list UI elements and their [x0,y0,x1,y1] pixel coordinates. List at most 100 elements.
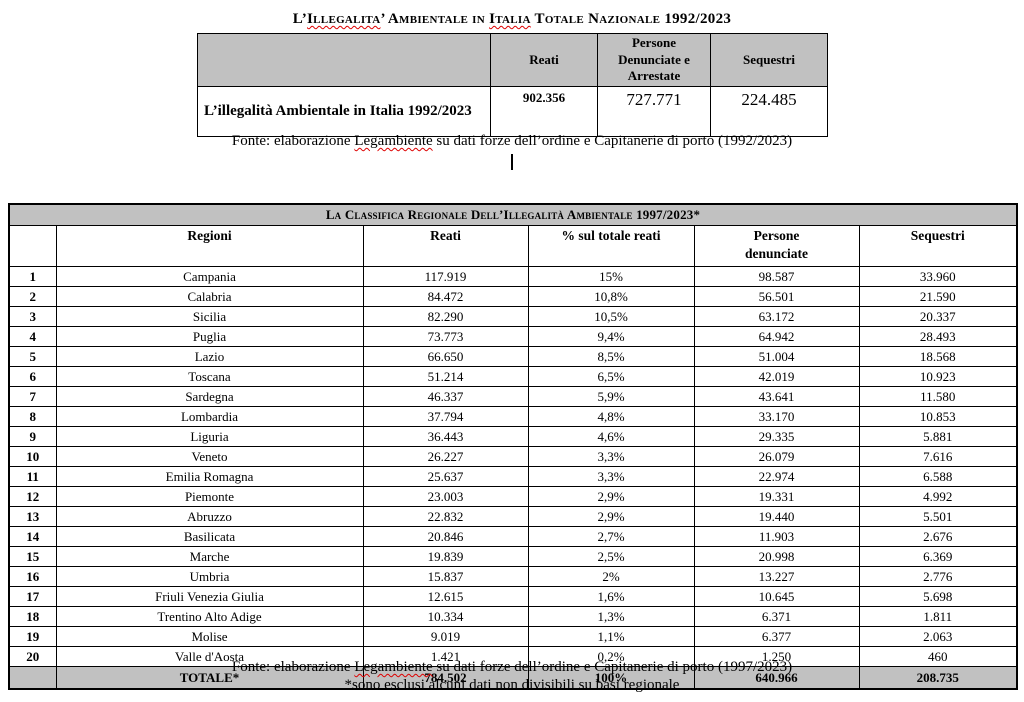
persone-cell: 19.331 [693,486,860,507]
rank-cell: 19 [8,626,57,647]
table-row: 15 Marche 19.839 2,5% 20.998 6.369 [8,546,1018,567]
region-cell: Lazio [55,346,364,367]
sequestri-cell: 2.676 [858,526,1018,547]
sequestri-cell: 6.369 [858,546,1018,567]
region-cell: Lombardia [55,406,364,427]
rank-cell: 12 [8,486,57,507]
reati-cell: 66.650 [362,346,529,367]
table1-source-line: Fonte: elaborazione Legambiente su dati … [0,133,1024,150]
title-misspelled-word: Italia [489,11,531,27]
source-text: su dati forze dell’ordine e Capitanerie … [432,659,793,675]
rank-cell: 16 [8,566,57,587]
rank-cell: 3 [8,306,57,327]
persone-cell: 98.587 [693,266,860,287]
region-cell: Sardegna [55,386,364,407]
persone-cell: 26.079 [693,446,860,467]
reati-cell: 15.837 [362,566,529,587]
persone-cell: 42.019 [693,366,860,387]
table-row: 14 Basilicata 20.846 2,7% 11.903 2.676 [8,526,1018,547]
text-cursor[interactable] [511,154,513,170]
persone-cell: 64.942 [693,326,860,347]
rank-cell: 2 [8,286,57,307]
table-row: 16 Umbria 15.837 2% 13.227 2.776 [8,566,1018,587]
table-row: 3 Sicilia 82.290 10,5% 63.172 20.337 [8,306,1018,327]
persone-cell: 22.974 [693,466,860,487]
reati-cell: 46.337 [362,386,529,407]
table2-title-year: 1997/2023* [636,207,701,222]
sequestri-cell: 21.590 [858,286,1018,307]
table-row: 11 Emilia Romagna 25.637 3,3% 22.974 6.588 [8,466,1018,487]
table1-header-persone: Persone Denunciate e Arrestate [597,33,711,87]
persone-cell: 56.501 [693,286,860,307]
table1-header-sequestri: Sequestri [710,33,828,87]
reati-cell: 1.421 [362,646,529,667]
source-misspelled-word: Legambiente [354,659,433,675]
national-total-table: Reati Persone Denunciate e Arrestate Seq… [197,33,828,137]
table1-empty-header-cell [197,33,491,87]
pct-cell: 4,8% [527,406,695,427]
reati-cell: 36.443 [362,426,529,447]
reati-cell: 84.472 [362,286,529,307]
table-row: 2 Calabria 84.472 10,8% 56.501 21.590 [8,286,1018,307]
table2-header-reati: Reati [362,225,529,267]
region-cell: Piemonte [55,486,364,507]
rank-cell: 1 [8,266,57,287]
pct-cell: 1,1% [527,626,695,647]
table2-header-region: Regioni [55,225,364,267]
sequestri-cell: 1.811 [858,606,1018,627]
persone-cell: 1.250 [693,646,860,667]
table-row: 18 Trentino Alto Adige 10.334 1,3% 6.371 1.81… [8,606,1018,627]
sequestri-cell: 4.992 [858,486,1018,507]
rank-cell: 5 [8,346,57,367]
pct-cell: 10,8% [527,286,695,307]
persone-cell: 63.172 [693,306,860,327]
region-cell: Molise [55,626,364,647]
table-row: 5 Lazio 66.650 8,5% 51.004 18.568 [8,346,1018,367]
table2-header-persone: Persone denunciate [693,225,860,267]
table2-header-pct: % sul totale reati [527,225,695,267]
rank-cell: 18 [8,606,57,627]
region-cell: Calabria [55,286,364,307]
table1-sequestri-value: 224.485 [710,86,828,137]
source-text: su dati forze dell’ordine e Capitanerie … [432,133,793,149]
region-cell: Friuli Venezia Giulia [55,586,364,607]
reati-cell: 9.019 [362,626,529,647]
table2-header-row: Regioni Reati % sul totale reati Persone… [8,225,1018,267]
pct-cell: 2,7% [527,526,695,547]
persone-cell: 33.170 [693,406,860,427]
table-row: 6 Toscana 51.214 6,5% 42.019 10.923 [8,366,1018,387]
rank-cell: 17 [8,586,57,607]
pct-cell: 10,5% [527,306,695,327]
pct-cell: 0,2% [527,646,695,667]
persone-cell: 6.371 [693,606,860,627]
persone-cell: 20.998 [693,546,860,567]
total-rank-cell [8,666,57,690]
source-misspelled-word: Legambiente [354,133,433,149]
regional-ranking-table: La Classifica Regionale Dell’Illegalità … [8,203,1018,690]
sequestri-cell: 460 [858,646,1018,667]
rank-cell: 7 [8,386,57,407]
sequestri-cell: 2.776 [858,566,1018,587]
rank-cell: 6 [8,366,57,387]
reati-cell: 23.003 [362,486,529,507]
region-cell: Marche [55,546,364,567]
persone-cell: 43.641 [693,386,860,407]
total-sequestri-cell: 208.735 [858,666,1018,690]
table-row: 19 Molise 9.019 1,1% 6.377 2.063 [8,626,1018,647]
source-text: Fonte: elaborazione [231,133,355,149]
region-cell: Toscana [55,366,364,387]
table1-row-label: L’illegalità Ambientale in Italia 1992/2… [197,86,491,137]
pct-cell: 3,3% [527,446,695,467]
rank-cell: 14 [8,526,57,547]
region-cell: Veneto [55,446,364,467]
source-text: Fonte: elaborazione [231,659,355,675]
table2-footnote: *sono esclusi alcuni dati non divisibili… [344,677,680,693]
pct-cell: 3,3% [527,466,695,487]
title-text: ’ Ambientale in [380,11,490,27]
table-row: 13 Abruzzo 22.832 2,9% 19.440 5.501 [8,506,1018,527]
sequestri-cell: 33.960 [858,266,1018,287]
reati-cell: 25.637 [362,466,529,487]
table-row: 4 Puglia 73.773 9,4% 64.942 28.493 [8,326,1018,347]
sequestri-cell: 10.923 [858,366,1018,387]
table2-header-sequestri: Sequestri [858,225,1018,267]
